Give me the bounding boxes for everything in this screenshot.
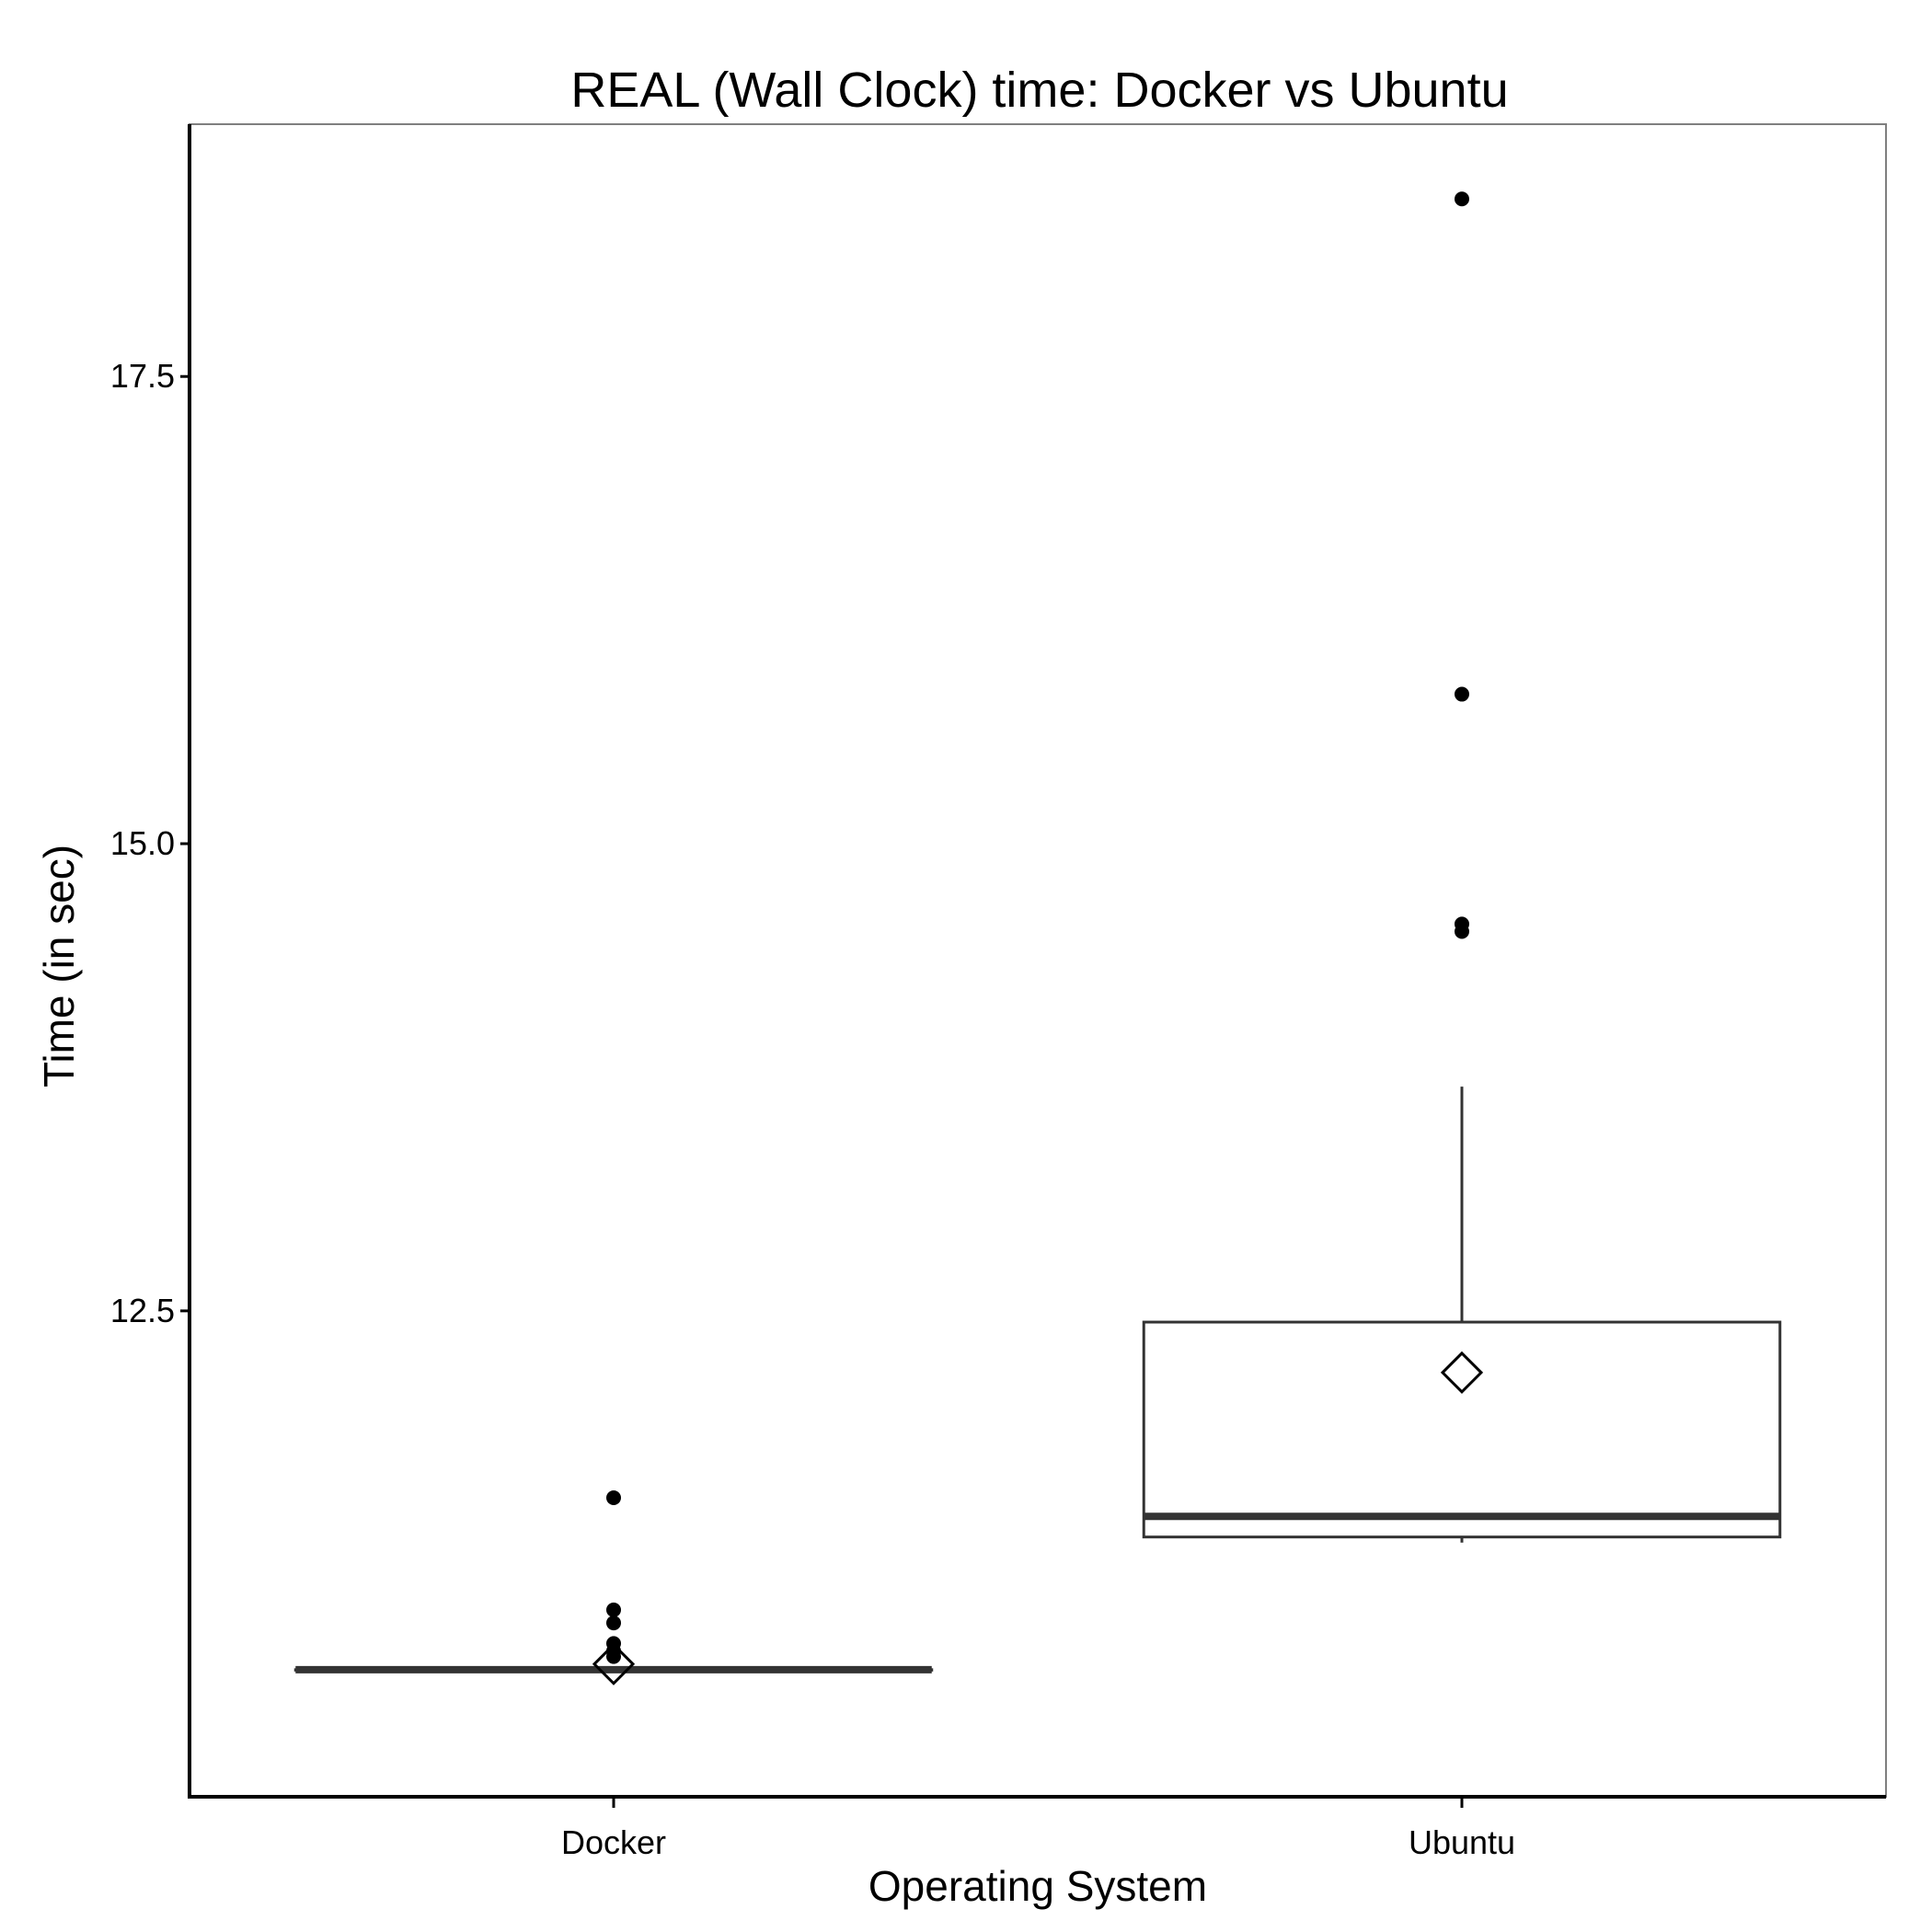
x-axis-ticks: Docker Ubuntu	[561, 1797, 1515, 1861]
boxes	[293, 191, 1782, 1685]
outlier-point	[606, 1489, 621, 1505]
chart-title: REAL (Wall Clock) time: Docker vs Ubuntu	[570, 63, 1508, 118]
mean-marker	[592, 1642, 636, 1685]
y-axis-title: Time (in sec)	[35, 845, 83, 1087]
y-tick-label: 15.0	[110, 824, 175, 862]
box-ubuntu	[1142, 191, 1782, 1543]
outlier-point	[1455, 686, 1469, 702]
x-tick-label: Docker	[561, 1823, 666, 1861]
y-tick-label: 12.5	[110, 1292, 175, 1329]
box-iqr	[1142, 1320, 1782, 1539]
outlier-point	[606, 1616, 621, 1631]
outlier-point	[606, 1649, 621, 1664]
outlier-point	[1455, 191, 1469, 207]
x-tick-label: Ubuntu	[1409, 1823, 1515, 1861]
y-axis-ticks: 12.5 15.0 17.5	[110, 357, 190, 1329]
plot-panel-border	[189, 123, 1887, 1798]
outlier-point	[606, 1602, 621, 1617]
mean-marker	[1440, 1351, 1484, 1395]
x-axis-title: Operating System	[868, 1862, 1207, 1910]
y-tick-label: 17.5	[110, 357, 175, 395]
box-docker	[293, 1489, 934, 1685]
outlier-point	[1455, 924, 1469, 939]
